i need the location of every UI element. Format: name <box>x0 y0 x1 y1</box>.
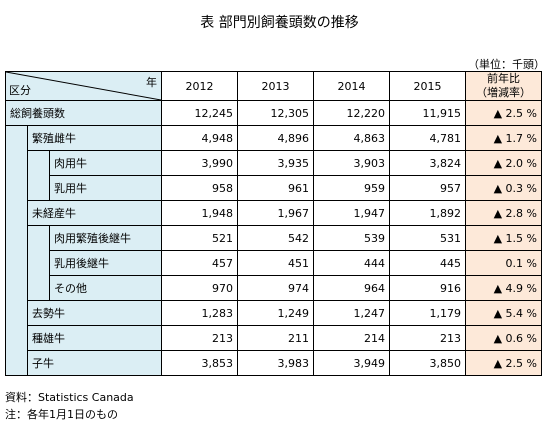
year-header: 2014 <box>313 71 390 101</box>
change-header-line2: （増減率） <box>476 86 531 99</box>
unit-label: （単位：千頭） <box>468 58 545 71</box>
value-cell: 3,990 <box>161 150 238 176</box>
value-cell: 916 <box>389 275 466 301</box>
change-cell: ▲ 2.5 % <box>465 350 542 376</box>
value-cell: 213 <box>161 325 238 351</box>
change-cell: ▲ 1.7 % <box>465 125 542 151</box>
value-cell: 211 <box>237 325 314 351</box>
value-cell: 213 <box>389 325 466 351</box>
table-row: 肉用繁殖後継牛 521 542 539 531 ▲ 1.5 % <box>6 225 542 301</box>
table-row: 種雄牛 213 211 214 213 ▲ 0.6 % <box>6 325 542 351</box>
header-row: 年 区分 2012 2013 2014 2015 前年比 （増減率） <box>5 71 542 101</box>
corner-year-label: 年 <box>146 76 157 89</box>
value-cell: 214 <box>313 325 390 351</box>
value-cell: 457 <box>161 250 238 276</box>
year-header: 2012 <box>161 71 238 101</box>
value-cell: 974 <box>237 275 314 301</box>
value-cell: 521 <box>161 225 238 251</box>
table-row: 未経産牛 1,948 1,967 1,947 1,892 ▲ 2.8 % <box>6 200 542 226</box>
table-row: その他 970 974 964 916 ▲ 4.9 % <box>6 275 542 301</box>
change-cell: ▲ 5.4 % <box>465 300 542 326</box>
year-header: 2013 <box>237 71 314 101</box>
table-body: 年 区分 2012 2013 2014 2015 前年比 （増減率） 総飼養頭数… <box>5 71 542 376</box>
value-cell: 11,915 <box>389 100 466 126</box>
value-cell: 961 <box>237 175 314 201</box>
value-cell: 12,305 <box>237 100 314 126</box>
livestock-table: 年 区分 2012 2013 2014 2015 前年比 （増減率） 総飼養頭数… <box>5 71 542 376</box>
value-cell: 4,948 <box>161 125 238 151</box>
value-cell: 542 <box>237 225 314 251</box>
indent-cell <box>27 225 50 301</box>
row-label: 種雄牛 <box>27 325 162 351</box>
value-cell: 531 <box>389 225 466 251</box>
row-label: 未経産牛 <box>27 200 162 226</box>
table-row: 繁殖雌牛 4,948 4,896 4,863 4,781 ▲ 1.7 % <box>5 125 542 376</box>
change-cell: ▲ 0.3 % <box>465 175 542 201</box>
value-cell: 970 <box>161 275 238 301</box>
change-cell: 0.1 % <box>465 250 542 276</box>
value-cell: 4,863 <box>313 125 390 151</box>
table-row: 子牛 3,853 3,983 3,949 3,850 ▲ 2.5 % <box>6 350 542 376</box>
table-row: 総飼養頭数 12,245 12,305 12,220 11,915 ▲ 2.5 % <box>5 100 542 126</box>
value-cell: 539 <box>313 225 390 251</box>
indent-cell <box>5 125 28 376</box>
change-cell: ▲ 4.9 % <box>465 275 542 301</box>
value-cell: 12,220 <box>313 100 390 126</box>
table-row: 去勢牛 1,283 1,249 1,247 1,179 ▲ 5.4 % <box>6 300 542 326</box>
corner-diagonal <box>6 72 161 100</box>
change-header: 前年比 （増減率） <box>465 71 542 101</box>
value-cell: 1,179 <box>389 300 466 326</box>
change-cell: ▲ 2.8 % <box>465 200 542 226</box>
value-cell: 3,824 <box>389 150 466 176</box>
row-label: 乳用後継牛 <box>49 250 162 276</box>
value-cell: 1,283 <box>161 300 238 326</box>
row-label: 肉用牛 <box>49 150 162 176</box>
table-row: 乳用牛 958 961 959 957 ▲ 0.3 % <box>6 175 542 201</box>
value-cell: 3,903 <box>313 150 390 176</box>
row-label: 子牛 <box>27 350 162 376</box>
table-row: 肉用牛 3,990 3,935 3,903 3,824 ▲ 2.0 % <box>6 150 542 201</box>
value-cell: 964 <box>313 275 390 301</box>
value-cell: 3,850 <box>389 350 466 376</box>
row-label: 乳用牛 <box>49 175 162 201</box>
value-cell: 4,896 <box>237 125 314 151</box>
value-cell: 1,249 <box>237 300 314 326</box>
indent-cell <box>27 150 50 201</box>
change-cell: ▲ 1.5 % <box>465 225 542 251</box>
row-label: その他 <box>49 275 162 301</box>
value-cell: 1,947 <box>313 200 390 226</box>
row-label: 繁殖雌牛 <box>27 125 162 151</box>
value-cell: 445 <box>389 250 466 276</box>
row-label: 肉用繁殖後継牛 <box>49 225 162 251</box>
value-cell: 1,247 <box>313 300 390 326</box>
change-cell: ▲ 0.6 % <box>465 325 542 351</box>
value-cell: 4,781 <box>389 125 466 151</box>
change-header-line1: 前年比 <box>487 72 520 85</box>
value-cell: 1,948 <box>161 200 238 226</box>
source-note: 資料：Statistics Canada <box>5 391 134 404</box>
row-label: 総飼養頭数 <box>5 100 162 126</box>
corner-cell: 年 区分 <box>5 71 162 101</box>
value-cell: 3,983 <box>237 350 314 376</box>
value-cell: 1,892 <box>389 200 466 226</box>
value-cell: 12,245 <box>161 100 238 126</box>
value-cell: 957 <box>389 175 466 201</box>
change-cell: ▲ 2.0 % <box>465 150 542 176</box>
value-cell: 451 <box>237 250 314 276</box>
value-cell: 3,853 <box>161 350 238 376</box>
table-title: 表 部門別飼養頭数の推移 <box>200 15 359 31</box>
change-cell: ▲ 2.5 % <box>465 100 542 126</box>
year-header: 2015 <box>389 71 466 101</box>
value-cell: 3,949 <box>313 350 390 376</box>
footnote: 注：各年1月1日のもの <box>5 408 118 421</box>
table-row: 乳用後継牛 457 451 444 445 0.1 % <box>6 250 542 276</box>
value-cell: 1,967 <box>237 200 314 226</box>
corner-category-label: 区分 <box>9 84 31 97</box>
value-cell: 958 <box>161 175 238 201</box>
value-cell: 959 <box>313 175 390 201</box>
value-cell: 3,935 <box>237 150 314 176</box>
row-label: 去勢牛 <box>27 300 162 326</box>
value-cell: 444 <box>313 250 390 276</box>
